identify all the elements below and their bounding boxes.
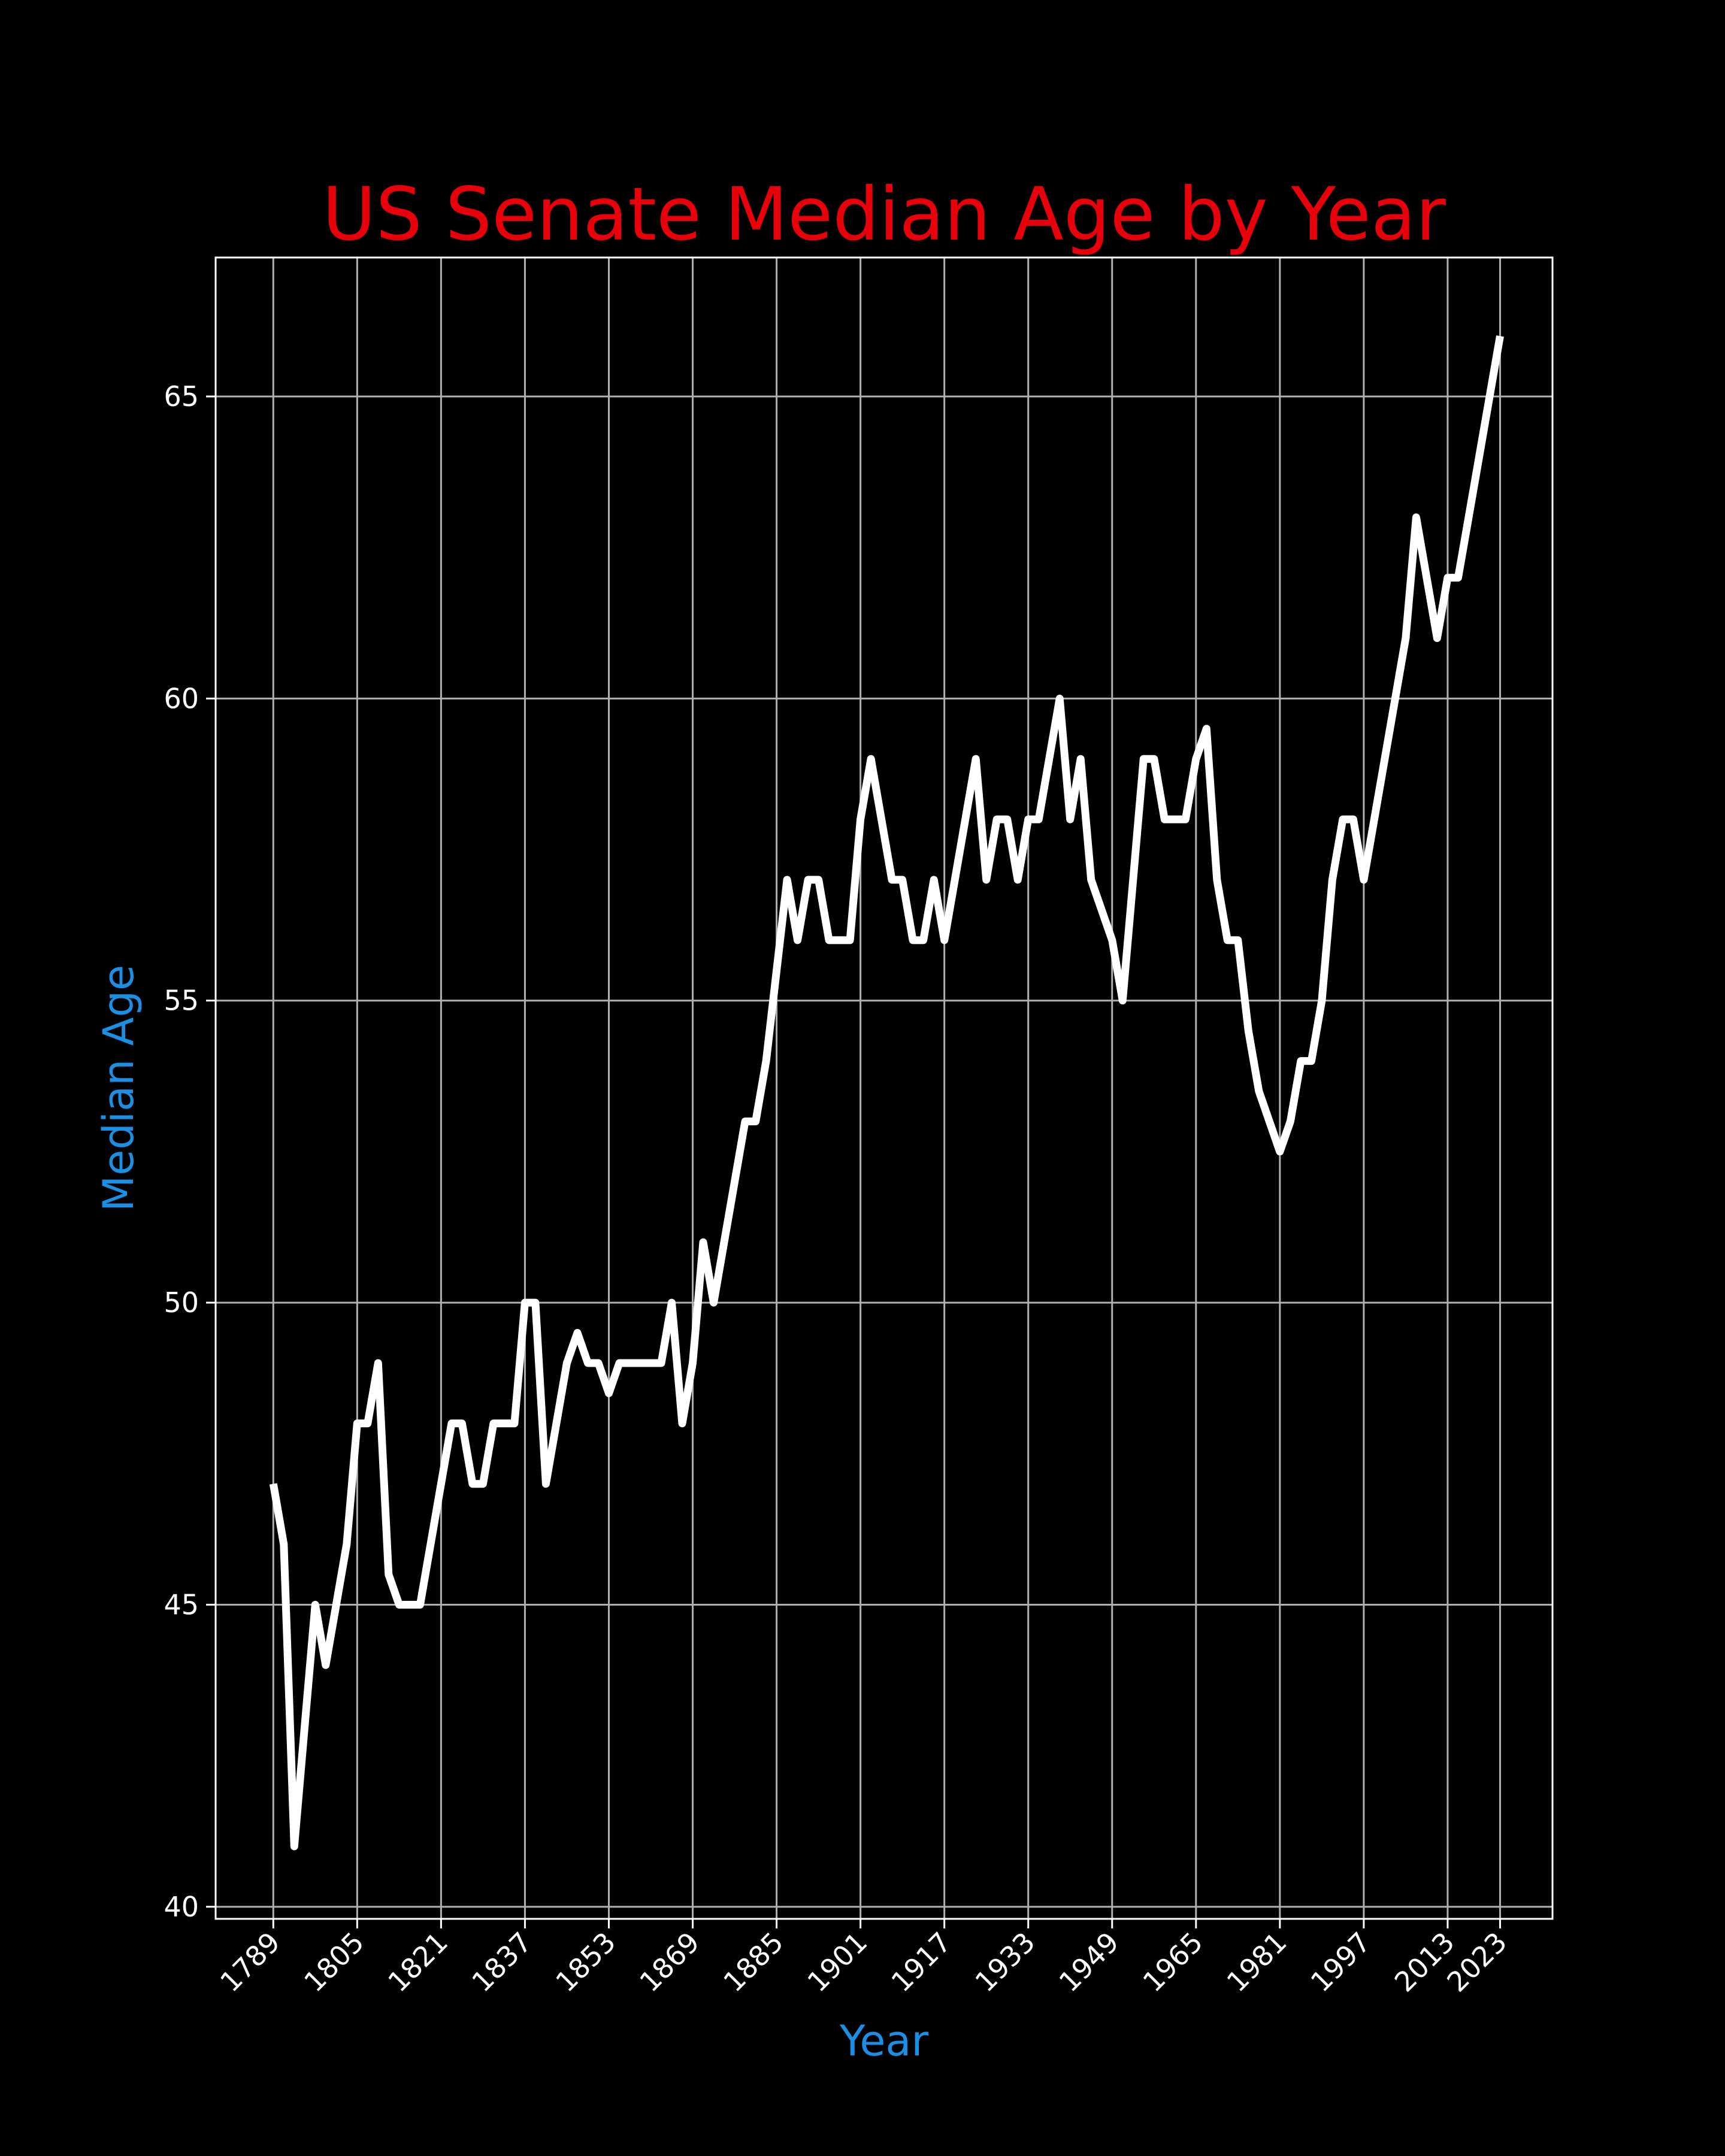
y-axis: 40 45 50 55 60 65 (164, 380, 216, 1923)
y-tick-label: 55 (164, 985, 199, 1017)
y-tick-label: 50 (164, 1286, 199, 1319)
y-tick-label: 65 (164, 380, 199, 413)
series-line-median-age (269, 335, 1504, 1851)
y-tick-label: 45 (164, 1588, 199, 1621)
y-tick-label: 40 (164, 1891, 199, 1923)
y-axis-label: Median Age (94, 965, 143, 1212)
y-grid (216, 395, 1552, 1908)
plot-frame (214, 256, 1554, 1920)
y-tick-label: 60 (164, 682, 199, 714)
chart-title: US Senate Median Age by Year (322, 172, 1446, 257)
x-axis-label: Year (839, 2016, 928, 2066)
x-grid (272, 258, 1501, 1919)
